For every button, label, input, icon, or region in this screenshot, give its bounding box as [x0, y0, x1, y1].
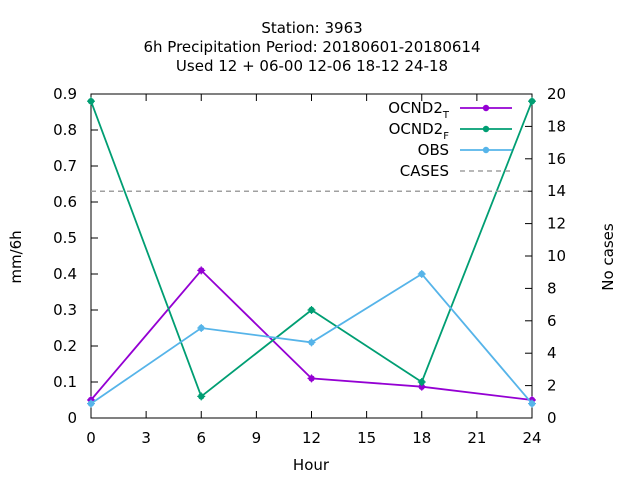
y2-tick-label: 18 [547, 117, 566, 135]
y-tick-label: 0.9 [53, 85, 77, 103]
series-group [87, 97, 536, 408]
y2-tick-label: 16 [547, 150, 566, 168]
y2-tick-label: 6 [547, 312, 557, 330]
y2-tick-label: 20 [547, 85, 566, 103]
y-tick-label: 0.6 [53, 193, 77, 211]
legend-series-subscript: F [443, 131, 449, 142]
x-axis: 0 3 6 9 12 15 18 21 24 [86, 94, 542, 447]
y2-tick-label: 4 [547, 344, 557, 362]
y-tick-label: 0.5 [53, 229, 77, 247]
legend-series-name: OCND2 [388, 99, 443, 117]
legend-series-subscript: T [442, 110, 450, 121]
x-tick-label: 9 [252, 429, 262, 447]
x-tick-label: 3 [141, 429, 151, 447]
series-line [90, 100, 533, 398]
y2-tick-label: 0 [547, 409, 557, 427]
x-tick-label: 24 [522, 429, 541, 447]
y-tick-label: 0 [67, 409, 77, 427]
legend-series-name: CASES [400, 162, 449, 180]
series-ocnd2-f [87, 97, 536, 401]
x-tick-label: 21 [467, 429, 486, 447]
plot-frame [90, 93, 533, 419]
legend-label: CASES [400, 162, 449, 180]
plot-border [90, 93, 533, 419]
y-tick-label: 0.4 [53, 265, 77, 283]
legend-marker [482, 104, 490, 112]
legend-marker [482, 125, 490, 133]
y2-tick-label: 10 [547, 247, 566, 265]
y2-axis-label: No cases [599, 223, 617, 291]
x-tick-label: 12 [302, 429, 321, 447]
y-axis: 0 0.1 0.2 0.3 0.4 0.5 0.6 0.7 0.8 0.9 [53, 85, 98, 427]
title-line: Used 12 + 06-00 12-06 18-12 24-18 [176, 57, 448, 75]
legend-entry: CASES [400, 162, 512, 180]
title-line: Station: 3963 [261, 19, 362, 37]
y-tick-label: 0.2 [53, 337, 77, 355]
legend-entry: OCND2F [389, 120, 512, 142]
legend-marker [482, 146, 490, 154]
y-axis-label: mm/6h [7, 230, 25, 283]
y-tick-label: 0.7 [53, 157, 77, 175]
y-tick-label: 0.1 [53, 373, 77, 391]
legend-entry: OCND2T [388, 99, 512, 121]
x-axis-label: Hour [293, 456, 330, 474]
y-tick-label: 0.3 [53, 301, 77, 319]
x-tick-label: 0 [86, 429, 96, 447]
series-ocnd2-t [87, 266, 536, 404]
y2-tick-label: 8 [547, 279, 557, 297]
x-tick-label: 15 [357, 429, 376, 447]
y2-tick-label: 14 [547, 182, 566, 200]
legend-series-name: OCND2 [389, 120, 444, 138]
y2-axis: 0 2 4 6 8 10 12 14 16 18 20 [525, 85, 566, 427]
title-line: 6h Precipitation Period: 20180601-201806… [143, 38, 480, 56]
y2-tick-label: 2 [547, 377, 557, 395]
legend-series-name: OBS [418, 141, 449, 159]
y2-tick-label: 12 [547, 215, 566, 233]
legend-entry: OBS [418, 141, 512, 159]
legend-label: OCND2F [389, 120, 450, 142]
x-tick-label: 18 [412, 429, 431, 447]
x-tick-label: 6 [196, 429, 206, 447]
legend-label: OBS [418, 141, 449, 159]
series-obs [87, 270, 536, 408]
y-tick-label: 0.8 [53, 121, 77, 139]
legend-label: OCND2T [388, 99, 450, 121]
